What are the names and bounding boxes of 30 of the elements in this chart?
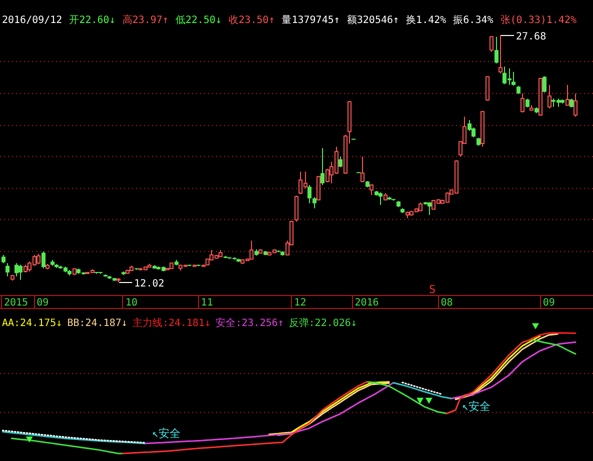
x-tick-label: 09 [542,298,555,308]
annotation: ↖安全 [462,400,491,413]
note: 27.68 [500,32,546,42]
text: 收23.50↑ [228,15,275,26]
x-tick-label: 2016 [354,298,379,308]
text: S [429,283,436,296]
series-name: 主力线:24.181↓ [132,318,211,329]
text: 2016/09/12 [2,15,62,26]
x-tick-label: 10 [125,298,138,308]
series-name: 反弹:22.026↓ [288,318,357,329]
x-tick-label: 08 [440,298,453,308]
text: 振6.34% [453,14,494,26]
note: 12.02 [118,278,164,290]
series-name: AA:24.175↓ [2,318,62,329]
series-name: BB:24.187↓ [67,318,128,329]
x-tick-label: 2015 [4,298,28,308]
text: 额320546↑ [346,14,400,26]
text: 张(0.33)1.42% [500,14,576,26]
text: 换1.42% [406,14,446,26]
series-name: 安全:23.256↑ [216,318,284,329]
x-tick-label: 12 [294,298,306,308]
x-tick-label: 11 [200,298,213,308]
x-tick-label: 09 [36,298,49,308]
annotation: 12.02 [134,278,164,290]
annotation: 27.68 [516,32,546,42]
annotation: ↖安全 [152,427,181,440]
text: 高23.97↑ [122,14,168,26]
text: 开22.60↓ [69,15,116,26]
text: 低22.50↓ [175,15,222,26]
text: 量1379745↑ [282,15,340,26]
